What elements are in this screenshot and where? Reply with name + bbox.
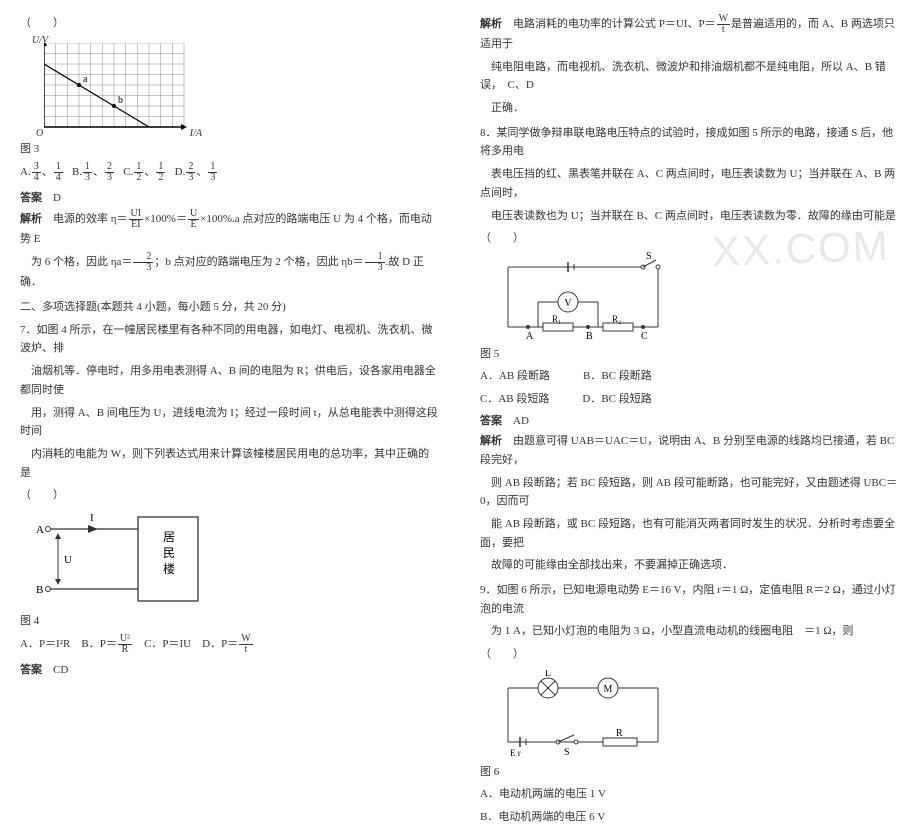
svg-text:U: U bbox=[64, 554, 72, 566]
fig6-svg: L M E r S R bbox=[488, 670, 678, 760]
opt-c: C．AB 段短路 bbox=[480, 393, 549, 405]
answer-label: 答案 bbox=[20, 192, 42, 204]
q8-line3: 电压表读数也为 U；当并联在 B、C 两点间时，电压表读数为零．故障的缘由可能是 bbox=[480, 207, 900, 226]
q9-opt-b: B．电动机两端的电压 6 V bbox=[480, 808, 900, 826]
svg-text:B: B bbox=[36, 584, 43, 596]
q7-line3: 用，测得 A、B 间电压为 U，进线电流为 I；经过一段时间 t，从总电能表中测… bbox=[20, 404, 440, 441]
expl-label: 解析 bbox=[20, 213, 42, 225]
svg-text:L: L bbox=[545, 670, 551, 679]
fig6-label: 图 6 bbox=[480, 763, 900, 779]
answer-label: 答案 bbox=[20, 664, 42, 676]
q8-expl-line1: 解析 由题意可得 UAB＝UAC＝U，说明由 A、B 分别至电源的线路均已接通，… bbox=[480, 432, 900, 469]
q6-expl-line2: 为 6 个格，因此 ηa＝23；b 点对应的路端电压为 2 个格，因此 ηb＝1… bbox=[20, 252, 440, 292]
answer-value: CD bbox=[53, 664, 68, 676]
svg-text:M: M bbox=[604, 684, 613, 695]
q7-expl-line2: 纯电阻电路，而电视机、洗衣机、微波炉和排油烟机都不是纯电阻，所以 A、B 错误，… bbox=[480, 58, 900, 95]
q7-line2: 油烟机等．停电时，用多用电表测得 A、B 间的电阻为 R；供电后，设各家用电器全… bbox=[20, 362, 440, 399]
svg-text:E r: E r bbox=[510, 748, 521, 758]
q8-expl-line4: 故障的可能缘由全部找出来，不要漏掉正确选项． bbox=[480, 556, 900, 575]
paren9: （ ） bbox=[480, 645, 900, 664]
opt-a: A.34、14 bbox=[20, 166, 64, 178]
svg-text:V: V bbox=[564, 298, 572, 309]
q6-expl-line1: 解析 电源的效率 η＝UIEI×100%＝UE×100%.a 点对应的路端电压 … bbox=[20, 209, 440, 249]
q9-opt-a: A．电动机两端的电压 1 V bbox=[480, 785, 900, 804]
q7-expl-line3: 正确． bbox=[480, 99, 900, 118]
svg-text:S: S bbox=[564, 747, 570, 758]
left-column: （ ） U/V I/A O ab 图 3 A.34、14 B.13、23 C.1… bbox=[0, 0, 460, 651]
expl-label: 解析 bbox=[480, 18, 502, 30]
svg-text:S: S bbox=[646, 252, 652, 262]
q8-line2: 表电压挡的红、黑表笔并联在 A、C 两点间时，电压表读数为 U；当并联在 A、B… bbox=[480, 165, 900, 202]
svg-text:R₁: R₁ bbox=[552, 314, 561, 324]
q9-line2: 为 1 A，已知小灯泡的电阻为 3 Ω，小型直流电动机的线圈电阻 ＝1 Ω，则 bbox=[480, 622, 900, 641]
opt-d: D．P＝Wt bbox=[202, 638, 254, 650]
paren8: （ ） bbox=[480, 229, 900, 248]
svg-text:b: b bbox=[118, 95, 123, 106]
svg-text:楼: 楼 bbox=[163, 561, 175, 576]
q8-expl-line2: 则 AB 段断路；若 BC 段短路，则 AB 段可能断路，也可能完好，又由题述得… bbox=[480, 474, 900, 511]
answer-value: AD bbox=[513, 415, 529, 427]
svg-text:I: I bbox=[90, 512, 94, 524]
figure-5: S V A B C R₁ R₂ bbox=[488, 252, 678, 342]
opt-d: D．BC 段短路 bbox=[582, 393, 651, 405]
q8-answer: 答案 AD bbox=[480, 412, 900, 428]
svg-text:居: 居 bbox=[163, 530, 175, 544]
q8-opt-row1: A．AB 段断路 B．BC 段断路 bbox=[480, 367, 900, 386]
q7-line4: 内消耗的电能为 W，则下列表达式用来计算该幢楼居民用电的总功率，其中正确的是 bbox=[20, 445, 440, 482]
paren: （ ） bbox=[20, 14, 440, 33]
q7-expl-line1: 解析 电路消耗的电功率的计算公式 P＝UI、P＝Wt是普遍适用的，而 A、B 两… bbox=[480, 14, 900, 54]
q8-opt-row2: C．AB 段短路 D．BC 段短路 bbox=[480, 390, 900, 409]
q7-options: A．P＝I²R B．P＝U²R C．P＝IU D．P＝Wt bbox=[20, 634, 440, 655]
figure-4: I U A B 居民楼 bbox=[28, 509, 238, 609]
fig3-label: 图 3 bbox=[20, 140, 440, 156]
q7-answer: 答案 CD bbox=[20, 661, 440, 677]
opt-b: B．P＝U²R bbox=[81, 638, 133, 650]
svg-text:A: A bbox=[36, 524, 44, 536]
q8-line1: 8．某同学做争辩串联电路电压特点的试验时，接成如图 5 所示的电路，接通 S 后… bbox=[480, 124, 900, 161]
svg-text:民: 民 bbox=[163, 546, 175, 560]
section-2-heading: 二、多项选择题(本题共 4 小题，每小题 5 分，共 20 分) bbox=[20, 298, 440, 317]
svg-text:a: a bbox=[83, 74, 88, 85]
svg-text:B: B bbox=[586, 331, 593, 342]
opt-c: C．P＝IU bbox=[144, 638, 191, 650]
answer-label: 答案 bbox=[480, 415, 502, 427]
q9-line1: 9．如图 6 所示，已知电源电动势 E＝16 V，内阻 r＝1 Ω，定值电阻 R… bbox=[480, 581, 900, 618]
opt-b: B．BC 段断路 bbox=[583, 370, 652, 382]
expl-label: 解析 bbox=[480, 435, 502, 447]
svg-text:C: C bbox=[641, 331, 648, 342]
paren7: （ ） bbox=[20, 486, 440, 505]
figure-3-chart: U/V I/A O ab bbox=[28, 37, 198, 137]
opt-b: B.13、23 bbox=[72, 166, 115, 178]
fig4-label: 图 4 bbox=[20, 612, 440, 628]
fig5-label: 图 5 bbox=[480, 345, 900, 361]
svg-text:R₂: R₂ bbox=[612, 314, 621, 324]
chart-origin: O bbox=[36, 128, 43, 139]
opt-a: A．P＝I²R bbox=[20, 638, 70, 650]
opt-a: A．AB 段断路 bbox=[480, 370, 550, 382]
q6-options: A.34、14 B.13、23 C.12、12 D.23、13 bbox=[20, 162, 440, 183]
svg-text:A: A bbox=[526, 331, 534, 342]
figure-6: L M E r S R bbox=[488, 670, 678, 760]
svg-text:R: R bbox=[616, 728, 623, 739]
q7-line1: 7．如图 4 所示，在一幢居民楼里有各种不同的用电器，如电灯、电视机、洗衣机、微… bbox=[20, 321, 440, 358]
q8-expl-line3: 能 AB 段断路，或 BC 段短路，也有可能消灭两者同时发生的状况．分析时考虑要… bbox=[480, 515, 900, 552]
answer-value: D bbox=[53, 192, 61, 204]
opt-c: C.12、12 bbox=[123, 166, 166, 178]
chart-svg: ab bbox=[44, 43, 194, 135]
q6-answer: 答案 D bbox=[20, 189, 440, 205]
opt-d: D.23、13 bbox=[175, 166, 219, 178]
fig5-svg: S V A B C R₁ R₂ bbox=[488, 252, 678, 342]
fig4-svg: I U A B 居民楼 bbox=[28, 509, 238, 609]
right-column: 解析 电路消耗的电功率的计算公式 P＝UI、P＝Wt是普遍适用的，而 A、B 两… bbox=[460, 0, 920, 651]
